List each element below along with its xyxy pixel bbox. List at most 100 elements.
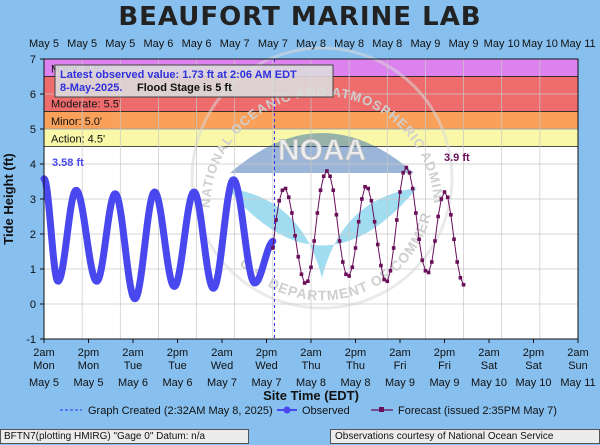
forecast-point — [328, 174, 332, 179]
forecast-point — [372, 219, 377, 224]
forecast-point — [439, 197, 444, 201]
x-date-label: May 9 — [385, 377, 415, 389]
forecast-point — [426, 270, 431, 275]
x-day-label: Sun — [568, 360, 588, 372]
x-time-label: 2am — [122, 347, 143, 359]
forecast-point — [290, 211, 294, 215]
y-tick-label: 2 — [30, 229, 36, 241]
forecast-point — [458, 275, 463, 280]
x-time-label: 2pm — [78, 347, 99, 359]
x-date-label: May 5 — [29, 377, 59, 389]
x-time-label: 2pm — [256, 347, 277, 359]
forecast-point — [293, 233, 297, 238]
forecast-point — [407, 170, 412, 175]
top-tick-label: May 6 — [143, 38, 173, 50]
top-tick-label: May 5 — [67, 38, 97, 50]
x-axis-title: Site Time (EDT) — [263, 388, 359, 403]
x-date-label: May 9 — [430, 377, 460, 389]
y-tick-label: -1 — [26, 334, 36, 346]
top-tick-label: May 10 — [484, 38, 520, 50]
forecast-point — [286, 195, 291, 200]
x-time-label: 2am — [567, 347, 588, 359]
forecast-point — [309, 265, 313, 270]
forecast-point — [296, 254, 301, 259]
legend-observed-label: Observed — [302, 405, 350, 417]
forecast-point — [344, 272, 348, 277]
x-date-label: May 10 — [471, 377, 507, 389]
forecast-point — [452, 237, 456, 242]
forecast-point — [388, 268, 393, 273]
watermark-center-text: NOAA — [278, 134, 366, 167]
forecast-point — [283, 186, 288, 191]
forecast-point — [274, 218, 278, 222]
latest-value-line1: Latest observed value: 1.73 ft at 2:06 A… — [60, 69, 297, 81]
forecast-point — [461, 282, 466, 287]
forecast-point — [391, 246, 396, 250]
forecast-point — [363, 184, 367, 189]
forecast-point — [271, 246, 275, 250]
x-time-label: 2pm — [345, 347, 366, 359]
legend-graph-created: Graph Created (2:32AM May 8, 2025) — [88, 405, 273, 417]
forecast-point — [420, 258, 425, 263]
top-tick-label: May 6 — [182, 38, 212, 50]
x-day-label: Tue — [168, 360, 187, 372]
flood-band-label: Moderate: 5.5' — [51, 99, 121, 111]
forecast-point — [347, 274, 351, 278]
flood-band-label: Action: 4.5' — [51, 134, 105, 146]
forecast-point — [350, 265, 355, 270]
forecast-point — [315, 211, 320, 215]
forecast-point — [321, 174, 326, 179]
x-day-label: Mon — [78, 360, 99, 372]
forecast-point — [445, 195, 450, 200]
forecast-point — [369, 198, 374, 203]
top-tick-label: May 9 — [410, 38, 440, 50]
top-tick-label: May 8 — [334, 38, 364, 50]
x-day-label: Sat — [525, 360, 542, 372]
forecast-point — [337, 239, 342, 243]
x-time-label: 2am — [211, 347, 232, 359]
top-tick-label: May 11 — [560, 38, 595, 50]
x-date-label: May 10 — [515, 377, 551, 389]
forecast-point — [375, 242, 380, 247]
top-tick-label: May 5 — [105, 38, 135, 50]
x-day-label: Fri — [438, 360, 451, 372]
forecast-point — [395, 218, 399, 222]
forecast-point — [417, 237, 421, 242]
forecast-point — [410, 186, 415, 191]
forecast-point — [302, 281, 307, 285]
x-date-label: May 11 — [560, 377, 595, 389]
forecast-point — [436, 214, 440, 219]
x-date-label: May 6 — [163, 377, 193, 389]
y-axis-title: Tide Height (ft) — [1, 153, 16, 244]
watermark-ring — [190, 46, 454, 310]
top-tick-label: May 10 — [522, 38, 558, 50]
x-time-label: 2pm — [434, 347, 455, 359]
forecast-point — [455, 260, 460, 264]
x-day-label: Fri — [394, 360, 407, 372]
forecast-point — [356, 219, 361, 224]
forecast-point — [331, 188, 336, 193]
x-day-label: Wed — [211, 360, 233, 372]
forecast-point — [353, 246, 358, 250]
top-tick-label: May 8 — [296, 38, 326, 50]
top-tick-label: May 7 — [220, 38, 250, 50]
x-day-label: Sat — [481, 360, 498, 372]
forecast-point — [401, 170, 405, 175]
y-tick-label: 5 — [30, 124, 36, 136]
datum-info: BFTN7(plotting HMIRG) "Gage 0" Datum: n/… — [0, 429, 249, 444]
x-date-label: May 8 — [296, 377, 326, 389]
forecast-point — [299, 272, 304, 277]
forecast-max-label: 3.9 ft — [444, 152, 470, 164]
forecast-point — [429, 260, 434, 264]
observed-series-line — [40, 175, 277, 303]
forecast-point — [398, 190, 402, 194]
x-time-label: 2am — [389, 347, 410, 359]
flood-stage-text: Flood Stage is 5 ft — [137, 82, 232, 94]
forecast-point — [325, 169, 329, 173]
x-date-label: May 8 — [341, 377, 371, 389]
x-day-label: Tue — [124, 360, 143, 372]
tide-chart: Major: 6.5'Moderate: 5.5'Minor: 5.0'Acti… — [0, 0, 596, 417]
forecast-point — [449, 212, 453, 217]
y-tick-label: 4 — [30, 159, 36, 171]
x-date-label: May 6 — [118, 377, 148, 389]
